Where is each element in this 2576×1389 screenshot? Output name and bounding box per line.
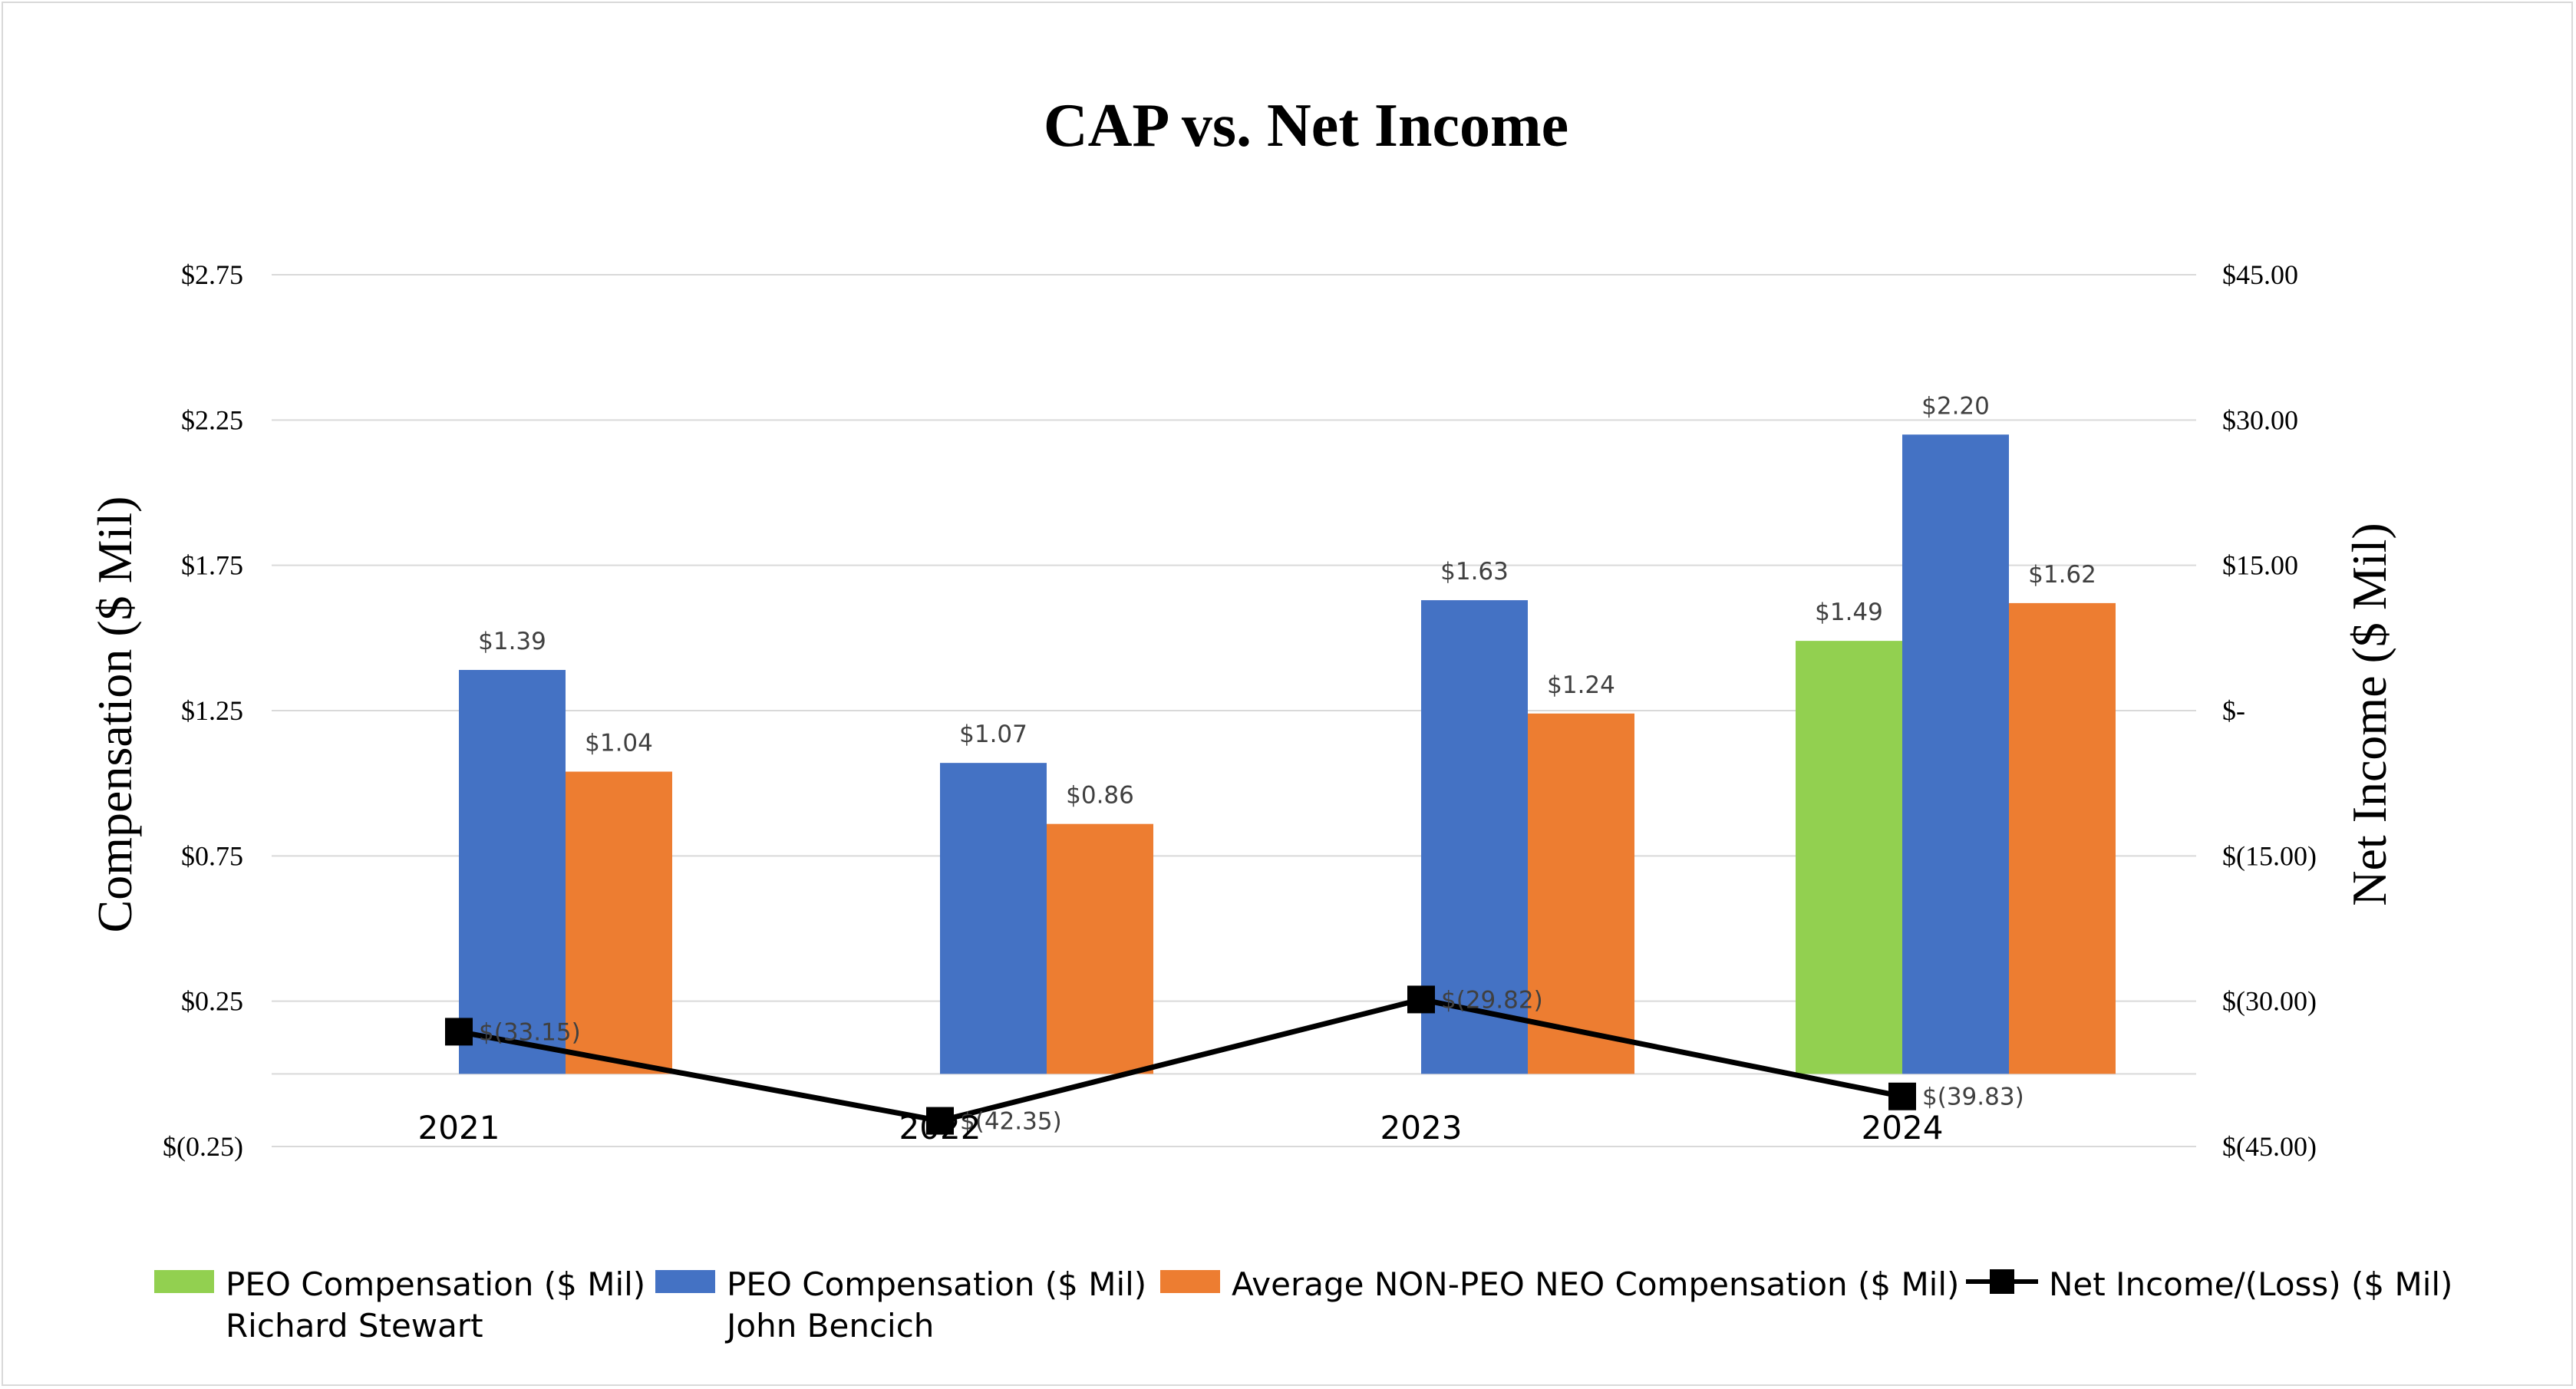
y2-tick-label: $(15.00): [2222, 840, 2317, 871]
legend-label: PEO Compensation ($ Mil): [226, 1265, 645, 1303]
y2-axis-title: Net Income ($ Mil): [2342, 523, 2396, 906]
legend: PEO Compensation ($ Mil) Richard Stewart P…: [154, 1265, 2452, 1344]
net-income-data-label: $(29.82): [1441, 986, 1543, 1014]
y2-tick-label: $30.00: [2222, 404, 2298, 435]
y-tick-label: $1.75: [181, 550, 243, 581]
bar-data-label: $2.20: [1921, 392, 1990, 420]
y2-tick-label: $(45.00): [2222, 1131, 2317, 1162]
legend-label: Richard Stewart: [226, 1307, 483, 1344]
net-income-data-label: $(42.35): [960, 1108, 1062, 1136]
chart-title: CAP vs. Net Income: [1044, 92, 1568, 160]
bar: [1047, 823, 1153, 1074]
net-income-line: $(33.15) $(42.35) $(29.82) $(39.83): [445, 985, 2024, 1136]
y-axis-ticks: $2.75 $2.25 $1.75 $1.25 $0.75 $0.25 $(0.25): [163, 259, 243, 1162]
bar-data-label: $1.62: [2028, 561, 2096, 589]
net-income-marker: [926, 1107, 954, 1135]
legend-swatch: [154, 1270, 214, 1293]
x-tick-label: 2022: [899, 1109, 981, 1147]
y-tick-label: $2.75: [181, 259, 243, 290]
legend-swatch-marker: [1990, 1269, 2014, 1294]
bar: [566, 771, 672, 1074]
y-tick-label: $(0.25): [163, 1131, 243, 1162]
bar: [459, 669, 566, 1074]
y2-tick-label: $(30.00): [2222, 986, 2317, 1017]
y2-tick-label: $15.00: [2222, 550, 2298, 581]
legend-swatch: [1160, 1270, 1220, 1293]
legend-label: PEO Compensation ($ Mil): [727, 1265, 1146, 1303]
y-axis-title: Compensation ($ Mil): [87, 497, 142, 933]
bar-data-label: $1.07: [959, 721, 1027, 748]
bars: [459, 434, 2116, 1074]
x-axis-ticks: 2021 2022 2023 2024: [418, 1109, 1944, 1147]
legend-swatch: [655, 1270, 715, 1293]
legend-label: John Bencich: [724, 1307, 934, 1344]
bar-data-labels: $1.39 $1.04 $1.07 $0.86 $1.63 $1.24 $1.49 $2.20…: [478, 392, 2096, 809]
y-tick-label: $2.25: [181, 404, 243, 435]
legend-label: Average NON-PEO NEO Compensation ($ Mil): [1232, 1265, 1959, 1303]
bar: [1796, 641, 1902, 1074]
bar: [1528, 713, 1634, 1074]
y2-tick-label: $45.00: [2222, 259, 2298, 290]
net-income-marker: [1407, 985, 1435, 1014]
bar-data-label: $1.24: [1547, 671, 1615, 699]
net-income-data-label: $(39.83): [1922, 1084, 2024, 1111]
bar-data-label: $1.04: [585, 730, 653, 757]
bar-data-label: $1.49: [1815, 599, 1883, 626]
net-income-marker: [445, 1018, 473, 1046]
net-income-series-line: [458, 996, 1903, 1124]
bar: [940, 763, 1047, 1074]
y2-axis-ticks: $45.00 $30.00 $15.00 $- $(15.00) $(30.00) $(45…: [2222, 259, 2317, 1162]
x-tick-label: 2024: [1862, 1109, 1944, 1147]
net-income-data-label: $(33.15): [479, 1018, 581, 1046]
bar: [1902, 434, 2009, 1074]
bar-data-label: $0.86: [1066, 782, 1134, 810]
net-income-marker: [1888, 1082, 1916, 1110]
chart: CAP vs. Net Income Compensation ($ Mil) …: [87, 92, 2452, 1344]
y-tick-label: $0.75: [181, 840, 243, 871]
y-tick-label: $0.25: [181, 986, 243, 1017]
legend-label: Net Income/(Loss) ($ Mil): [2049, 1265, 2452, 1303]
bar: [2009, 602, 2116, 1074]
x-tick-label: 2021: [418, 1109, 500, 1147]
y-tick-label: $1.25: [181, 695, 243, 726]
bar-data-label: $1.39: [478, 628, 546, 655]
x-tick-label: 2023: [1380, 1109, 1463, 1147]
bar-data-label: $1.63: [1440, 558, 1509, 586]
y2-tick-label: $-: [2222, 695, 2245, 726]
bar: [1421, 600, 1528, 1074]
